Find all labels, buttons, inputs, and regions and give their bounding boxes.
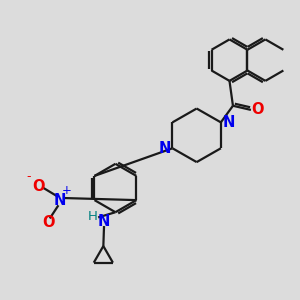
Text: O: O <box>32 179 45 194</box>
Text: O: O <box>252 102 264 117</box>
Text: N: N <box>222 115 235 130</box>
Text: O: O <box>42 215 54 230</box>
Text: H: H <box>88 210 98 223</box>
Text: -: - <box>27 170 31 183</box>
Text: N: N <box>97 214 110 229</box>
Text: N: N <box>54 193 66 208</box>
Text: +: + <box>62 184 72 197</box>
Text: N: N <box>159 141 171 156</box>
